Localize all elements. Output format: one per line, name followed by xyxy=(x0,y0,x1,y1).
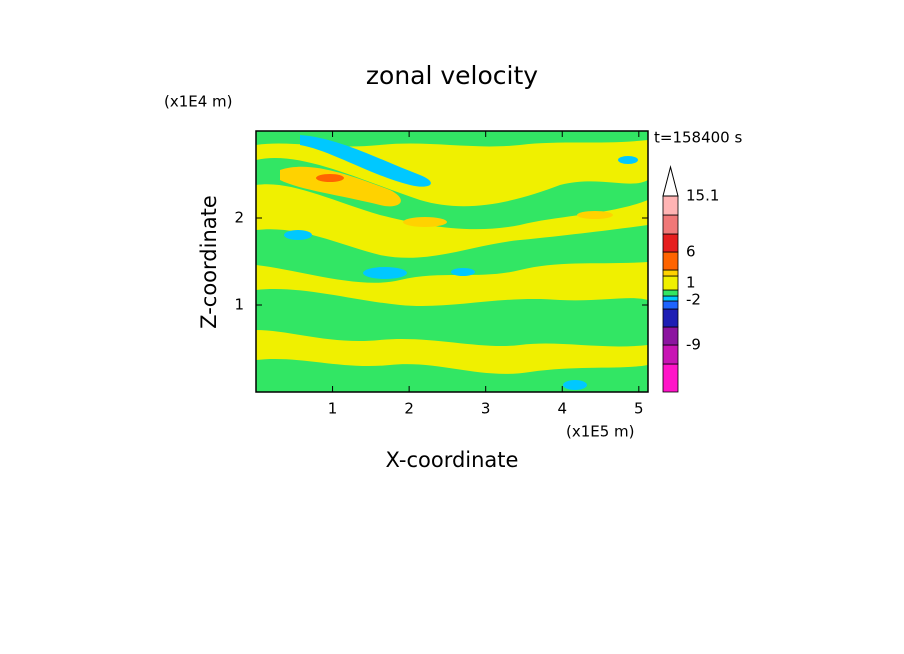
colorbar-swatch xyxy=(662,289,679,297)
chart-title: zonal velocity xyxy=(366,61,538,90)
y-tick-label: 2 xyxy=(234,209,244,227)
x-tick-label: 3 xyxy=(481,400,491,418)
colorbar-swatch xyxy=(662,251,679,271)
x-tick-label: 2 xyxy=(404,400,414,418)
colorbar-swatch xyxy=(662,269,679,277)
plot-frame xyxy=(255,130,649,393)
time-label: t=158400 s xyxy=(654,129,742,147)
colorbar-swatch xyxy=(662,363,679,393)
colorbar-swatch xyxy=(662,326,679,346)
colorbar-swatch xyxy=(662,295,679,302)
x-unit: (x1E5 m) xyxy=(566,423,635,441)
colorbar-tick-label: 6 xyxy=(686,243,696,261)
colorbar-extension xyxy=(662,165,679,197)
colorbar-tick-label: -2 xyxy=(686,291,701,309)
colorbar-swatch xyxy=(662,195,679,216)
colorbar-tick-label: 1 xyxy=(686,274,696,292)
x-tick-label: 5 xyxy=(634,400,644,418)
contour-field xyxy=(256,131,648,392)
colorbar-swatch xyxy=(662,214,679,235)
colorbar-tick-label: -9 xyxy=(686,336,701,354)
colorbar-swatch xyxy=(662,233,679,253)
x-axis-label: X-coordinate xyxy=(386,448,519,472)
colorbar-swatch xyxy=(662,308,679,328)
y-unit: (x1E4 m) xyxy=(164,93,233,111)
colorbar-swatch xyxy=(662,344,679,365)
colorbar-tick-label: 15.1 xyxy=(686,187,719,205)
x-tick-label: 1 xyxy=(328,400,338,418)
colorbar-swatch xyxy=(662,275,679,291)
colorbar-swatch xyxy=(662,300,679,310)
x-tick-label: 4 xyxy=(557,400,567,418)
y-axis-label: Z-coordinate xyxy=(197,195,221,329)
y-tick-label: 1 xyxy=(234,296,244,314)
